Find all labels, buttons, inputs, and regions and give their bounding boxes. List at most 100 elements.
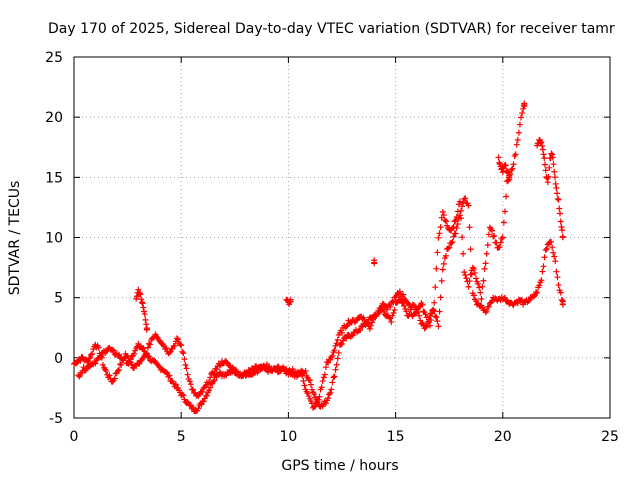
data-point bbox=[539, 146, 546, 153]
data-point bbox=[416, 312, 423, 319]
data-point bbox=[440, 212, 447, 219]
data-point bbox=[477, 289, 484, 296]
data-point bbox=[554, 274, 561, 281]
x-tick-label: 10 bbox=[279, 429, 297, 445]
data-point bbox=[542, 247, 549, 254]
y-tick-label: -5 bbox=[49, 411, 63, 427]
data-point bbox=[502, 162, 509, 169]
data-point bbox=[88, 351, 95, 358]
data-point bbox=[452, 230, 459, 237]
data-point bbox=[515, 129, 522, 136]
data-point bbox=[406, 301, 413, 308]
data-point bbox=[543, 245, 550, 252]
data-point bbox=[184, 371, 191, 378]
data-point bbox=[312, 403, 319, 410]
data-point bbox=[206, 378, 213, 385]
data-point bbox=[138, 299, 145, 306]
data-point bbox=[468, 271, 475, 278]
data-point bbox=[300, 377, 307, 384]
data-point bbox=[370, 316, 377, 323]
data-point bbox=[407, 304, 414, 311]
data-point bbox=[333, 361, 340, 368]
data-point bbox=[131, 350, 138, 357]
data-point bbox=[187, 381, 194, 388]
data-point bbox=[453, 213, 460, 220]
data-point bbox=[210, 370, 217, 377]
y-tick-label: 15 bbox=[45, 170, 63, 186]
data-point bbox=[177, 341, 184, 348]
data-point bbox=[432, 284, 439, 291]
data-point bbox=[483, 308, 490, 315]
data-point bbox=[500, 219, 507, 226]
data-point bbox=[189, 386, 196, 393]
data-point bbox=[339, 340, 345, 347]
data-point bbox=[287, 298, 294, 305]
data-point bbox=[549, 244, 556, 251]
data-point bbox=[298, 367, 305, 374]
data-point bbox=[419, 301, 426, 308]
data-point bbox=[436, 230, 443, 237]
data-point bbox=[436, 308, 443, 315]
data-point bbox=[471, 269, 478, 276]
data-point bbox=[539, 142, 546, 149]
x-tick-label: 5 bbox=[177, 429, 186, 445]
data-point bbox=[539, 268, 546, 275]
data-point bbox=[538, 277, 545, 284]
data-point bbox=[423, 314, 430, 321]
data-point bbox=[491, 232, 498, 239]
data-point bbox=[325, 359, 332, 366]
data-point bbox=[179, 391, 186, 398]
data-point bbox=[273, 365, 280, 372]
data-point bbox=[403, 308, 410, 315]
data-point bbox=[459, 234, 466, 241]
data-point bbox=[135, 286, 142, 293]
data-point bbox=[541, 161, 548, 168]
data-point bbox=[558, 296, 565, 303]
data-point bbox=[325, 395, 332, 402]
data-point bbox=[207, 374, 214, 381]
data-point bbox=[545, 173, 552, 180]
data-point bbox=[103, 367, 110, 374]
data-point bbox=[455, 201, 462, 208]
data-point bbox=[412, 309, 419, 316]
data-point bbox=[422, 324, 429, 331]
series-1 bbox=[75, 100, 528, 411]
data-point bbox=[174, 384, 181, 391]
x-tick-label: 15 bbox=[387, 429, 405, 445]
data-point bbox=[485, 303, 492, 310]
data-point bbox=[450, 223, 457, 230]
data-point bbox=[147, 341, 154, 348]
data-point bbox=[499, 169, 506, 176]
data-point bbox=[457, 215, 464, 222]
data-point bbox=[311, 403, 318, 410]
data-point bbox=[384, 306, 391, 313]
data-point bbox=[546, 164, 553, 171]
data-point bbox=[141, 311, 148, 318]
data-point bbox=[519, 110, 526, 117]
data-point bbox=[476, 284, 483, 291]
data-point bbox=[322, 364, 329, 371]
data-point bbox=[389, 298, 396, 305]
data-point bbox=[155, 362, 162, 369]
data-point bbox=[461, 269, 468, 276]
data-point bbox=[466, 224, 473, 231]
data-point bbox=[140, 345, 147, 352]
data-point bbox=[478, 295, 485, 302]
data-point bbox=[434, 249, 441, 256]
data-point bbox=[110, 347, 117, 354]
data-point bbox=[138, 296, 145, 303]
data-point bbox=[422, 311, 429, 318]
data-point bbox=[454, 221, 461, 228]
data-point bbox=[552, 180, 559, 187]
data-point bbox=[386, 314, 393, 321]
data-point bbox=[169, 345, 176, 352]
data-point bbox=[460, 199, 467, 206]
data-point bbox=[498, 235, 505, 242]
data-point bbox=[551, 174, 558, 181]
data-point bbox=[311, 390, 318, 397]
data-point bbox=[233, 368, 240, 375]
data-point bbox=[189, 404, 196, 411]
data-point bbox=[330, 374, 337, 381]
y-axis-title: SDTVAR / TECUs bbox=[7, 181, 23, 296]
data-point bbox=[439, 208, 446, 215]
